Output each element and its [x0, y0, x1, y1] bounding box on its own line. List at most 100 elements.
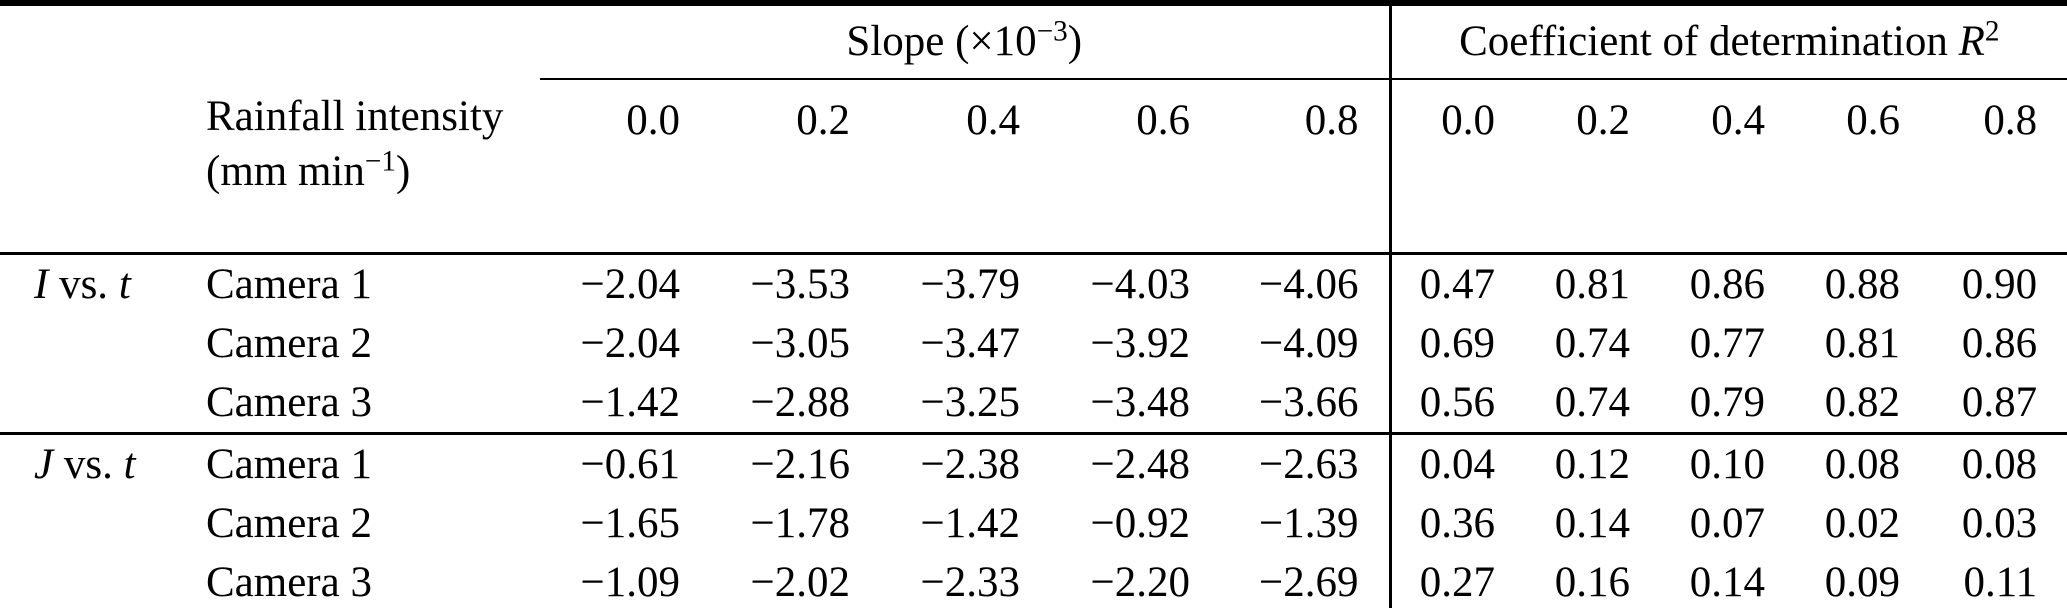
r2-value: 0.14 [1689, 558, 1766, 606]
slope-col-header: 0.2 [710, 79, 880, 255]
slope-value: −3.66 [1220, 373, 1392, 434]
slope-value: −1.42 [920, 499, 1020, 547]
r2-value: 0.14 [1554, 499, 1631, 547]
slope-value: −3.05 [750, 319, 850, 367]
slope-value: −2.69 [1220, 553, 1392, 608]
r2-value: 0.08 [1795, 432, 1931, 494]
column-group-header-row: Slope (×10−3) Coefficient of determinati… [0, 3, 2067, 80]
slope-header-exponent: −3 [1036, 15, 1068, 48]
camera-label: Camera 2 [206, 319, 372, 367]
slope-value: −2.38 [880, 432, 1050, 494]
slope-value: −0.61 [540, 432, 710, 494]
rainfall-header-line1: Rainfall intensity [206, 93, 504, 140]
slope-value: −0.92 [1090, 499, 1190, 547]
slope-value: −2.04 [580, 319, 680, 367]
group-vs-text: vs. [53, 440, 124, 488]
r2-value: 0.81 [1824, 319, 1901, 367]
row-group-label-empty [0, 373, 200, 434]
slope-value: −1.78 [750, 499, 850, 547]
slope-value: −2.16 [710, 432, 880, 494]
blank-cell [0, 79, 200, 255]
r2-value: 0.10 [1660, 432, 1796, 494]
table-row: I vs. t Camera 1 −2.04 −3.53 −3.79 −4.03… [0, 253, 2067, 314]
r2-value: 0.12 [1525, 432, 1661, 494]
r2-value: 0.82 [1824, 378, 1901, 426]
slope-value: −3.53 [750, 260, 850, 308]
slope-value: −1.65 [580, 499, 680, 547]
camera-label: Camera 3 [206, 378, 372, 426]
slope-value: −2.48 [1050, 432, 1220, 494]
r2-value: 0.11 [1963, 558, 2038, 606]
slope-value: −2.63 [1220, 432, 1392, 494]
row-group-j-vs-t: J vs. t Camera 1 −0.61 −2.16 −2.38 −2.48… [0, 432, 2067, 608]
r2-value: 0.86 [1961, 319, 2038, 367]
table-row: Camera 3 −1.09 −2.02 −2.33 −2.20 −2.69 0… [0, 553, 2067, 608]
row-group-label-empty [0, 553, 200, 608]
slope-value: −4.03 [1090, 260, 1190, 308]
camera-label: Camera 1 [200, 432, 540, 494]
table-row: Camera 3 −1.42 −2.88 −3.25 −3.48 −3.66 0… [0, 373, 2067, 434]
row-group-label: J vs. t [0, 432, 200, 494]
r2-value: 0.88 [1824, 260, 1901, 308]
camera-label: Camera 3 [206, 558, 372, 606]
table-row: J vs. t Camera 1 −0.61 −2.16 −2.38 −2.48… [0, 432, 2067, 494]
slope-value: −1.09 [580, 558, 680, 606]
r2-header-text: Coefficient of determination [1459, 18, 1959, 66]
slope-value: −1.42 [580, 378, 680, 426]
slope-value: −2.20 [1090, 558, 1190, 606]
r2-value: 0.09 [1824, 558, 1901, 606]
slope-col-header: 0.0 [540, 79, 710, 255]
r2-value: 0.87 [1961, 378, 2038, 426]
camera-label: Camera 1 [206, 260, 372, 308]
slope-value: −2.04 [580, 260, 680, 308]
r2-value: 0.27 [1419, 558, 1496, 606]
slope-value: −3.25 [920, 378, 1020, 426]
r2-col-header: 0.8 [1930, 79, 2067, 255]
slope-value: −3.92 [1090, 319, 1190, 367]
r2-col-header: 0.6 [1795, 79, 1931, 255]
slope-column-group-header: Slope (×10−3) [540, 3, 1392, 80]
r2-value: 0.36 [1419, 499, 1496, 547]
slope-col-header: 0.4 [880, 79, 1050, 255]
column-header-row: Rainfall intensity (mm min−1) 0.0 0.2 0.4… [0, 79, 2067, 255]
slope-value: −3.79 [920, 260, 1020, 308]
group-variable-1: I [34, 260, 49, 308]
slope-value: −2.33 [920, 558, 1020, 606]
r2-col-header: 0.4 [1660, 79, 1796, 255]
slope-value: −3.48 [1090, 378, 1190, 426]
r2-col-header: 0.2 [1525, 79, 1661, 255]
r2-column-group-header: Coefficient of determination R2 [1390, 3, 2067, 80]
slope-value: −2.88 [750, 378, 850, 426]
table-row: Camera 2 −1.65 −1.78 −1.42 −0.92 −1.39 0… [0, 494, 2067, 553]
camera-label: Camera 2 [206, 499, 372, 547]
r2-value: 0.74 [1554, 319, 1631, 367]
row-group-label-empty [0, 494, 200, 553]
r2-value: 0.07 [1689, 499, 1766, 547]
r2-value: 0.81 [1554, 260, 1631, 308]
r2-value: 0.86 [1689, 260, 1766, 308]
rainfall-unit-text: (mm min [206, 148, 365, 195]
r2-value: 0.79 [1689, 378, 1766, 426]
slope-col-header: 0.8 [1220, 79, 1392, 255]
rainfall-unit-exponent: −1 [364, 145, 396, 178]
r2-value: 0.77 [1689, 319, 1766, 367]
r2-value: 0.08 [1930, 432, 2067, 494]
table-row: Camera 2 −2.04 −3.05 −3.47 −3.92 −4.09 0… [0, 314, 2067, 373]
slope-value: −2.02 [750, 558, 850, 606]
row-group-label-empty [0, 314, 200, 373]
slope-value: −1.39 [1220, 494, 1392, 553]
r2-value: 0.02 [1824, 499, 1901, 547]
group-variable-2: t [123, 440, 136, 488]
r2-header-exponent: 2 [1984, 15, 2000, 48]
r2-value: 0.47 [1419, 260, 1496, 308]
r2-col-header: 0.0 [1390, 79, 1526, 255]
slope-value: −3.47 [920, 319, 1020, 367]
r2-value: 0.04 [1390, 432, 1526, 494]
r2-value: 0.74 [1554, 378, 1631, 426]
group-variable-2: t [118, 260, 131, 308]
r2-value: 0.90 [1961, 260, 2038, 308]
slope-value: −4.09 [1220, 314, 1392, 373]
rainfall-unit-close: ) [395, 148, 411, 195]
